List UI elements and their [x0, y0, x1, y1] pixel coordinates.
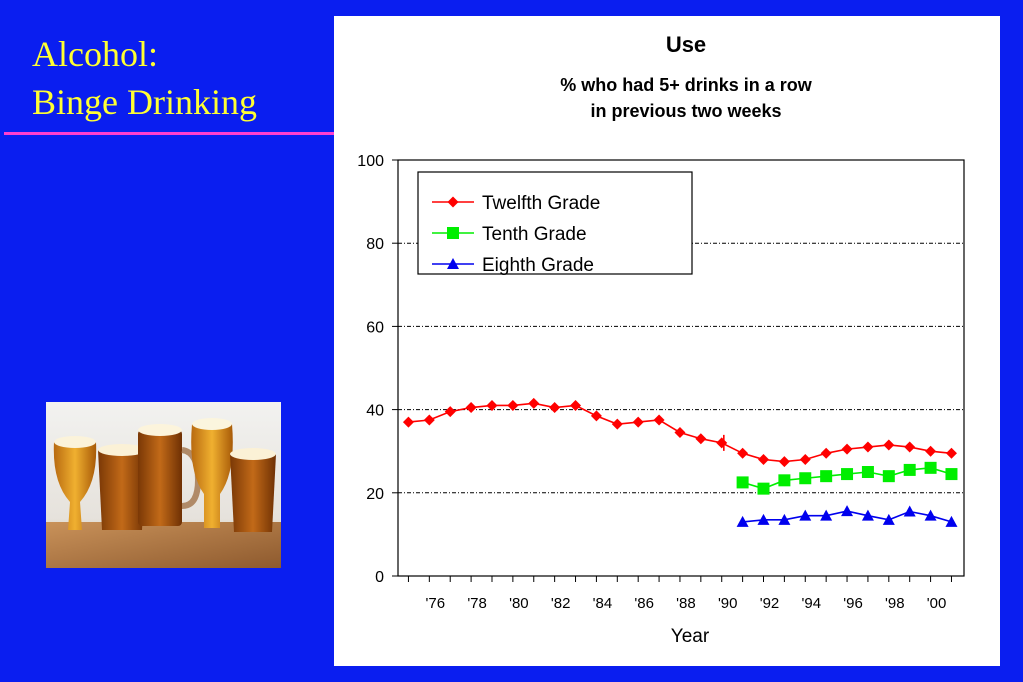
x-tick-label-1976: '76	[426, 595, 446, 612]
plot-frame	[397, 159, 965, 577]
beer-glasses-photo	[46, 402, 281, 568]
point-tenth-grade-1995	[820, 470, 833, 483]
point-twelfth-grade-1985	[611, 418, 623, 430]
x-tick-label-1996: '96	[843, 595, 863, 612]
point-twelfth-grade-1993	[778, 456, 790, 468]
x-tick-label-2000: '00	[927, 595, 947, 612]
y-tick-label-20: 20	[366, 486, 384, 503]
point-tenth-grade-1997	[861, 466, 874, 478]
point-tenth-grade-2001	[945, 468, 958, 481]
legend: Twelfth Grade Tenth Grade Eighth Grade	[417, 171, 693, 276]
gridlines	[398, 242, 964, 494]
point-tenth-grade-1993	[778, 474, 791, 487]
point-eighth-grade-1996	[841, 505, 854, 517]
point-twelfth-grade-1980	[507, 399, 519, 411]
point-twelfth-grade-1986	[632, 416, 644, 428]
point-twelfth-grade-1989	[695, 433, 707, 445]
point-twelfth-grade-1994	[799, 454, 811, 466]
y-tick-label-40: 40	[366, 403, 384, 420]
point-eighth-grade-2000	[924, 509, 937, 521]
point-twelfth-grade-1988	[674, 426, 686, 438]
point-twelfth-grade-1999	[904, 441, 916, 453]
slide-title-line2: Binge Drinking	[32, 82, 257, 122]
point-twelfth-grade-1978	[465, 402, 477, 414]
point-twelfth-grade-1981	[528, 397, 540, 409]
slide-title: Alcohol: Binge Drinking	[32, 30, 257, 126]
title-underline	[4, 132, 334, 135]
x-tick-label-1994: '94	[801, 595, 821, 612]
point-twelfth-grade-1992	[757, 454, 769, 466]
point-twelfth-grade-2000	[925, 445, 937, 457]
point-eighth-grade-1992	[757, 513, 770, 525]
point-eighth-grade-1997	[861, 509, 874, 521]
axes: 0 20 40 60 80 100 '76 '78 '80 '82 '84 '86 '88 '90 '92 '…	[357, 153, 965, 612]
point-tenth-grade-1999	[903, 463, 916, 476]
x-tick-label-1982: '82	[551, 595, 571, 612]
data-series	[402, 397, 958, 527]
point-tenth-grade-1991	[736, 476, 749, 489]
point-eighth-grade-2001	[945, 515, 958, 527]
x-tick-label-1986: '86	[634, 595, 654, 612]
point-twelfth-grade-1982	[549, 402, 561, 414]
chart-title: Use	[666, 32, 706, 57]
legend-box	[417, 171, 693, 275]
point-tenth-grade-1996	[841, 468, 854, 481]
point-twelfth-grade-1996	[841, 443, 853, 455]
x-axis-label: Year	[671, 626, 710, 647]
y-tick-label-60: 60	[366, 319, 384, 336]
point-twelfth-grade-1984	[590, 410, 602, 422]
point-twelfth-grade-1991	[737, 447, 749, 459]
point-twelfth-grade-1998	[883, 439, 895, 451]
point-eighth-grade-1991	[736, 515, 749, 527]
point-twelfth-grade-1975	[402, 416, 414, 428]
point-eighth-grade-1995	[820, 509, 833, 521]
x-tick-label-1984: '84	[593, 595, 613, 612]
x-tick-label-1998: '98	[885, 595, 905, 612]
x-tick-label-1990: '90	[718, 595, 738, 612]
y-tick-label-0: 0	[375, 569, 384, 586]
chart-subtitle-line2: in previous two weeks	[590, 101, 781, 121]
legend-label-tenth-grade: Tenth Grade	[482, 224, 587, 245]
y-tick-label-100: 100	[357, 153, 384, 170]
point-twelfth-grade-2001	[945, 447, 957, 459]
chart-panel: Use % who had 5+ drinks in a row in prev…	[334, 16, 1000, 666]
x-tick-label-1980: '80	[509, 595, 529, 612]
point-twelfth-grade-1987	[653, 414, 665, 426]
binge-drinking-chart: Use % who had 5+ drinks in a row in prev…	[357, 32, 965, 647]
point-twelfth-grade-1979	[486, 399, 498, 411]
x-tick-label-1978: '78	[467, 595, 487, 612]
point-twelfth-grade-1997	[862, 441, 874, 453]
point-twelfth-grade-1976	[423, 414, 435, 426]
x-tick-label-1992: '92	[760, 595, 780, 612]
point-eighth-grade-1998	[882, 513, 895, 525]
point-twelfth-grade-1977	[444, 406, 456, 418]
chart-subtitle-line1: % who had 5+ drinks in a row	[560, 75, 813, 95]
y-tick-label-80: 80	[366, 236, 384, 253]
point-twelfth-grade-1983	[570, 399, 582, 411]
point-twelfth-grade-1995	[820, 447, 832, 459]
legend-label-twelfth-grade: Twelfth Grade	[482, 193, 600, 214]
legend-marker-eighth-grade	[447, 258, 459, 269]
legend-marker-tenth-grade	[447, 227, 459, 239]
point-twelfth-grade-1990	[716, 437, 728, 449]
slide-title-line1: Alcohol:	[32, 34, 158, 74]
point-tenth-grade-1992	[757, 482, 770, 495]
point-tenth-grade-1994	[799, 472, 812, 485]
point-eighth-grade-1993	[778, 513, 791, 525]
x-tick-label-1988: '88	[676, 595, 696, 612]
legend-label-eighth-grade: Eighth Grade	[482, 255, 594, 276]
point-eighth-grade-1999	[903, 505, 916, 517]
legend-marker-twelfth-grade	[447, 196, 459, 208]
point-tenth-grade-2000	[924, 461, 937, 474]
point-eighth-grade-1994	[799, 509, 812, 521]
point-tenth-grade-1998	[882, 470, 895, 483]
